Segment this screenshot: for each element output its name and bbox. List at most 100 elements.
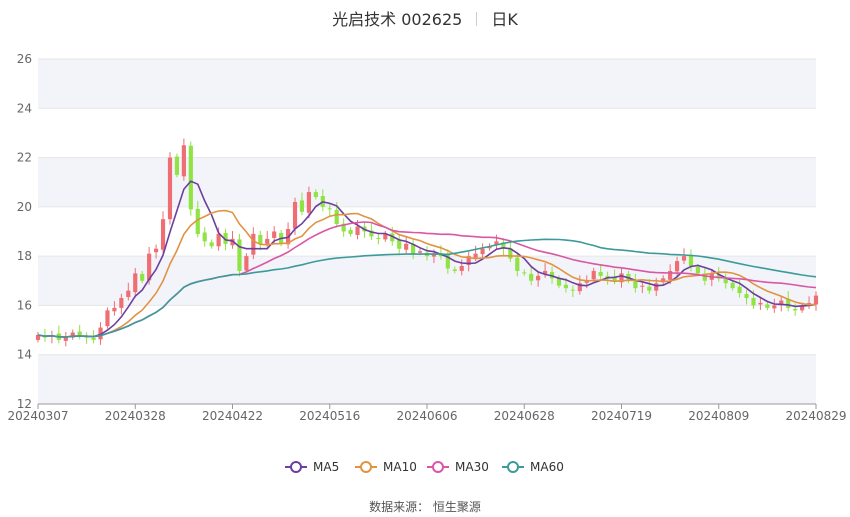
candle-body: [723, 278, 728, 284]
line-ma60: [37, 238, 817, 338]
chart-title: 光启技术 002625: [332, 10, 463, 29]
candle-body: [272, 231, 277, 238]
candle-body: [126, 290, 131, 298]
candle-body: [258, 234, 263, 244]
source-label: 数据来源：: [369, 500, 430, 514]
candle-body: [758, 302, 763, 305]
candle-body: [584, 280, 589, 283]
candle-body: [563, 284, 569, 289]
y-tick-label: 26: [17, 52, 32, 66]
legend-label: MA10: [383, 460, 417, 474]
candle-body: [647, 286, 652, 291]
candle-body: [174, 156, 180, 175]
candle-body: [515, 257, 520, 271]
candle-body: [681, 256, 687, 261]
candle-body: [619, 273, 624, 283]
legend-marker: [432, 461, 444, 473]
candle-body: [556, 278, 562, 286]
legend-item-ma60[interactable]: MA60: [502, 460, 564, 474]
candle-body: [702, 273, 707, 281]
candle-body: [591, 270, 596, 280]
y-tick-label: 24: [17, 101, 32, 115]
candle-body: [806, 302, 812, 305]
moving-average-lines: [37, 180, 817, 338]
chart-header: 光启技术 002625 日K: [0, 6, 850, 30]
candle-body: [167, 157, 173, 220]
candle-body: [730, 282, 735, 289]
candle-body: [112, 307, 117, 312]
candle-body: [640, 285, 645, 287]
candle-body: [522, 272, 527, 274]
legend-marker: [290, 461, 302, 473]
candle-body: [244, 256, 249, 271]
candle-body: [772, 305, 777, 309]
legend-label: MA30: [455, 460, 489, 474]
candle-body: [237, 239, 242, 271]
candle-body: [779, 300, 784, 305]
title-separator: [476, 12, 478, 26]
candle-body: [737, 286, 742, 294]
candle-body: [265, 238, 270, 244]
grid-band: [38, 256, 816, 306]
candlestick-chart: 12 14 16 18 20 22 24 26 20240307 20240328 2024042…: [7, 52, 846, 474]
source-name: 恒生聚源: [432, 500, 481, 514]
candle-body: [397, 239, 402, 249]
candle-body: [147, 253, 152, 281]
grid-band: [38, 354, 816, 404]
candle-body: [105, 310, 110, 327]
candle-body: [765, 304, 770, 308]
y-tick-label: 20: [17, 200, 32, 214]
candle-body: [334, 209, 339, 225]
candle-body: [786, 299, 791, 308]
candle-body: [404, 243, 409, 250]
y-axis: 12 14 16 18 20 22 24 26: [17, 52, 32, 411]
y-tick-label: 14: [17, 348, 32, 362]
legend-label: MA60: [530, 460, 564, 474]
x-tick-label: 20240307: [7, 409, 68, 423]
candle-body: [91, 337, 96, 340]
candle-body: [529, 273, 534, 281]
candle-body: [181, 145, 186, 177]
candle-body: [383, 233, 388, 240]
x-tick-label: 20240516: [299, 409, 360, 423]
y-tick-label: 18: [17, 249, 32, 263]
candle-body: [154, 248, 159, 253]
candle-body: [577, 283, 582, 292]
candle-body: [612, 277, 617, 281]
line-ma5: [37, 180, 817, 338]
candle-body: [77, 331, 82, 335]
y-tick-label: 16: [17, 298, 32, 312]
candle-body: [63, 337, 68, 341]
candle-body: [480, 248, 485, 255]
candle-body: [751, 298, 756, 306]
candle-body: [202, 232, 207, 242]
candle-body: [633, 280, 638, 289]
candle-body: [195, 208, 200, 234]
grid-bands: [38, 59, 816, 404]
candle-body: [570, 289, 575, 291]
legend-item-ma10[interactable]: MA10: [355, 460, 417, 474]
legend-item-ma5[interactable]: MA5: [285, 460, 339, 474]
candle-body: [188, 145, 193, 210]
candle-body: [654, 283, 659, 291]
legend-label: MA5: [313, 460, 339, 474]
candle-body: [376, 237, 381, 239]
candle-body: [98, 327, 103, 340]
candle-body: [306, 192, 311, 213]
line-ma10: [37, 209, 817, 338]
candle-body: [661, 278, 666, 283]
x-tick-label: 20240422: [202, 409, 263, 423]
candle-body: [417, 251, 423, 253]
candle-body: [411, 243, 416, 254]
candle-body: [668, 270, 673, 280]
candle-body: [140, 273, 145, 281]
legend-item-ma30[interactable]: MA30: [427, 460, 489, 474]
candle-body: [35, 335, 41, 340]
candle-body: [390, 233, 395, 242]
legend[interactable]: MA5 MA10 MA30 MA60: [285, 460, 564, 474]
x-tick-label: 20240606: [396, 409, 457, 423]
y-tick-label: 22: [17, 151, 32, 165]
candle-body: [431, 253, 437, 257]
candle-body: [341, 223, 346, 232]
